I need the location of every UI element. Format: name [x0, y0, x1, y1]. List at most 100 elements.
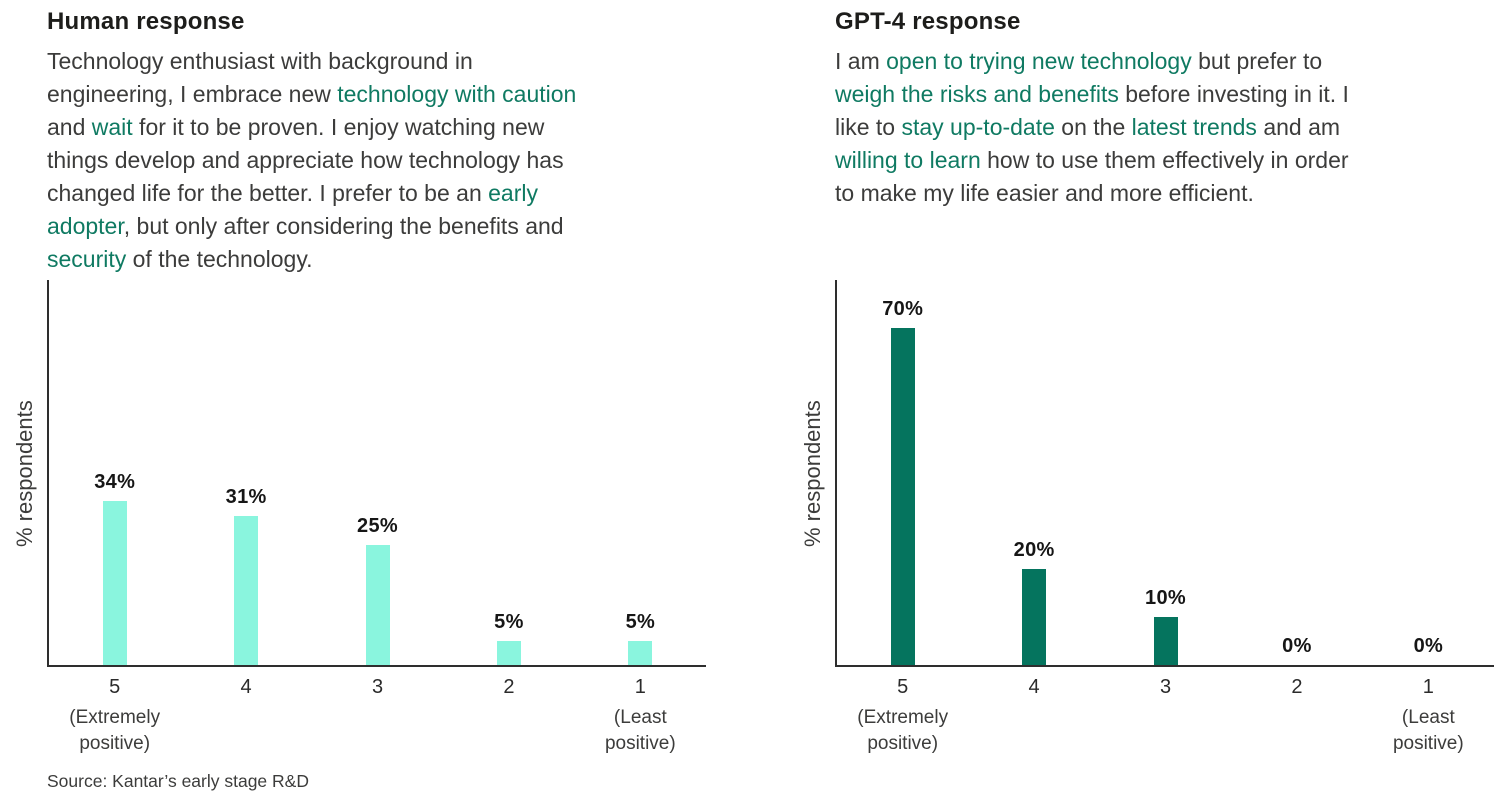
bar-value-label: 20%: [1013, 538, 1055, 561]
x-tick-number: 5: [109, 676, 121, 698]
plot-area: 34% 31% 25% 5% 5%: [47, 280, 706, 667]
plot-area: 70% 20% 10% 0% 0%: [835, 280, 1494, 667]
gpt4-response-text: I am open to trying new technology but p…: [835, 45, 1500, 210]
highlighted-phrase: weigh the risks and benefits: [835, 81, 1119, 107]
y-axis-label: % respondents: [800, 400, 825, 547]
highlighted-phrase: technology with caution: [337, 81, 577, 107]
bar: [496, 640, 521, 665]
x-tick: 4: [180, 676, 311, 757]
bar: [890, 328, 915, 665]
highlighted-phrase: willing to learn: [835, 147, 981, 173]
x-tick-sublabel: (Extremely: [69, 707, 161, 728]
bar-column: 31%: [180, 280, 311, 665]
x-tick-number: 2: [1291, 676, 1303, 698]
x-tick: 3: [1100, 676, 1231, 757]
bar-column: 34%: [49, 280, 180, 665]
bar-value-label: 31%: [225, 485, 267, 508]
x-tick: 5 (Extremely positive): [49, 676, 180, 757]
x-tick-number: 3: [371, 676, 384, 698]
x-tick-number: 1: [1422, 676, 1434, 698]
bar-column: 5%: [443, 280, 574, 665]
x-tick-number: 4: [240, 676, 252, 698]
text-segment: like to: [835, 114, 902, 140]
x-tick-number: 2: [503, 676, 515, 698]
text-segment: changed life for the better. I prefer to…: [47, 180, 489, 206]
x-tick-sublabel: positive): [1392, 733, 1464, 754]
bar-column: 5%: [575, 280, 706, 665]
text-segment: how to use them effectively in order: [980, 147, 1349, 173]
x-tick-sublabel: (Least: [1401, 707, 1455, 728]
bar-column: 0%: [1363, 280, 1494, 665]
x-tick-sublabel: (Least: [613, 707, 667, 728]
text-segment: , but only after considering the benefit…: [123, 213, 564, 239]
highlighted-phrase: stay up-to-date: [901, 114, 1055, 140]
highlighted-phrase: wait: [91, 114, 133, 140]
highlighted-phrase: adopter: [47, 213, 124, 239]
x-tick-number: 5: [897, 676, 909, 698]
bar-column: 10%: [1100, 280, 1231, 665]
x-axis-labels: 5 (Extremely positive) 4 3 2 1 (Least positive): [837, 676, 1494, 757]
bar-column: 20%: [968, 280, 1099, 665]
highlighted-phrase: open to trying new technology: [886, 48, 1192, 74]
x-tick: 1 (Least positive): [1363, 676, 1494, 757]
bar-value-label: 5%: [494, 610, 524, 633]
x-tick-sublabel: positive): [79, 733, 151, 754]
x-tick-sublabel: positive): [604, 733, 676, 754]
human-response-title: Human response: [47, 8, 245, 35]
text-segment: but prefer to: [1191, 48, 1323, 74]
bar-column: 70%: [837, 280, 968, 665]
x-tick-number: 4: [1028, 676, 1040, 698]
x-axis-labels: 5 (Extremely positive) 4 3 2 1 (Least positive): [49, 676, 706, 757]
x-tick-number: 1: [634, 676, 646, 698]
bar-value-label: 25%: [357, 514, 398, 537]
bar: [234, 515, 259, 665]
text-segment: on the: [1054, 114, 1132, 140]
human-response-panel: Human response Technology enthusiast wit…: [47, 8, 712, 276]
x-tick: 4: [968, 676, 1099, 757]
text-segment: things develop and appreciate how techno…: [47, 147, 564, 173]
gpt4-response-title: GPT-4 response: [835, 8, 1021, 35]
bar-column: 25%: [312, 280, 443, 665]
human-response-chart: % respondents 34% 31% 25% 5% 5% 5 (Extremely p…: [3, 280, 706, 757]
x-tick: 3: [312, 676, 443, 757]
text-segment: engineering, I embrace new: [47, 81, 338, 107]
bar: [365, 544, 390, 665]
highlighted-phrase: latest trends: [1131, 114, 1257, 140]
text-segment: and: [47, 114, 92, 140]
x-tick: 2: [443, 676, 574, 757]
plot-wrapper: 70% 20% 10% 0% 0% 5 (Extremely positive) 4 3 2 1 (L…: [835, 280, 1494, 757]
highlighted-phrase: early: [488, 180, 538, 206]
source-note: Source: Kantar’s early stage R&D: [47, 771, 309, 791]
human-response-text: Technology enthusiast with background in…: [47, 45, 712, 276]
bar: [1022, 568, 1047, 665]
bar: [102, 501, 127, 665]
bar-value-label: 5%: [625, 610, 656, 633]
gpt4-response-chart: % respondents 70% 20% 10% 0% 0% 5 (Extremely p…: [791, 280, 1494, 757]
bar-value-label: 10%: [1145, 586, 1186, 609]
x-tick: 1 (Least positive): [575, 676, 706, 757]
x-tick: 5 (Extremely positive): [837, 676, 968, 757]
text-segment: I am: [835, 48, 887, 74]
gpt4-response-panel: GPT-4 response I am open to trying new t…: [835, 8, 1500, 210]
text-segment: to make my life easier and more efficien…: [835, 180, 1254, 206]
bar-value-label: 0%: [1413, 635, 1444, 657]
text-segment: and am: [1256, 114, 1341, 140]
plot-wrapper: 34% 31% 25% 5% 5% 5 (Extremely positive) 4 3 2 1 (L…: [47, 280, 706, 757]
x-tick-sublabel: (Extremely: [857, 707, 949, 728]
highlighted-phrase: security: [47, 246, 127, 272]
text-segment: for it to be proven. I enjoy watching ne…: [132, 114, 545, 140]
x-tick-sublabel: positive): [867, 733, 939, 754]
text-segment: Technology enthusiast with background in: [47, 48, 473, 74]
x-tick: 2: [1231, 676, 1362, 757]
bar-value-label: 0%: [1282, 635, 1312, 657]
bar: [1153, 616, 1178, 665]
text-segment: before investing in it. I: [1118, 81, 1349, 107]
bar: [628, 640, 653, 665]
bar-value-label: 34%: [94, 471, 136, 494]
y-axis-label: % respondents: [12, 400, 37, 547]
text-segment: of the technology.: [126, 246, 313, 272]
bar-column: 0%: [1231, 280, 1362, 665]
x-tick-number: 3: [1159, 676, 1172, 698]
bar-value-label: 70%: [882, 298, 924, 321]
